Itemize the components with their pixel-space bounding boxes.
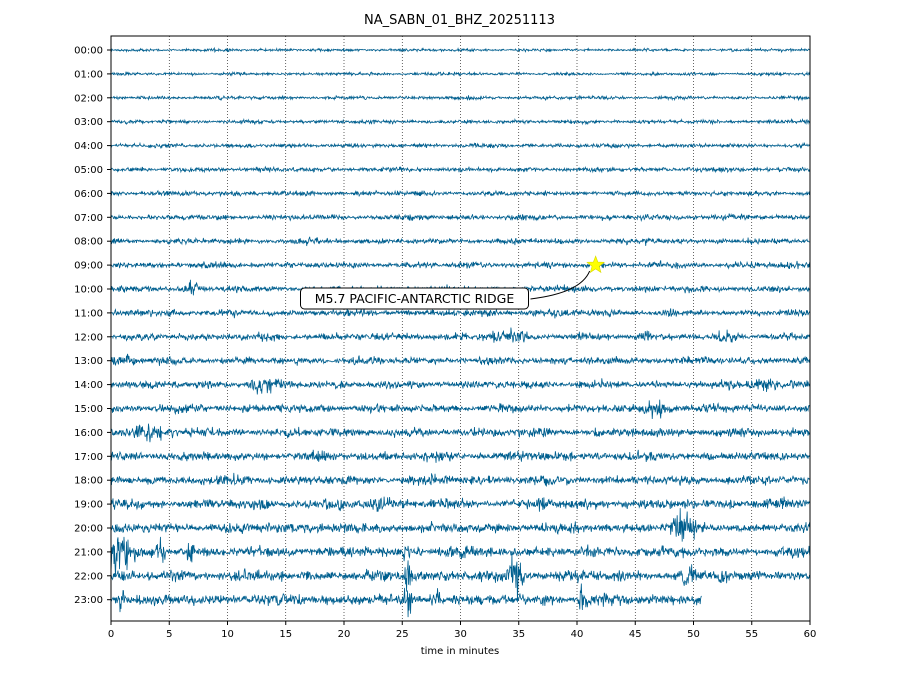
seismic-trace <box>110 353 811 367</box>
seismic-trace <box>110 46 811 54</box>
y-tick-label: 13:00 <box>74 356 103 367</box>
y-tick-label: 11:00 <box>74 308 103 319</box>
seismic-trace <box>110 117 811 126</box>
y-tick-label: 17:00 <box>74 452 103 463</box>
x-tick-label: 10 <box>221 629 234 640</box>
seismic-trace <box>110 399 811 420</box>
event-annotation: M5.7 PACIFIC-ANTARCTIC RIDGE <box>300 255 606 310</box>
seismic-trace <box>110 508 811 542</box>
seismic-trace <box>110 260 811 270</box>
y-tick-label: 04:00 <box>74 141 103 152</box>
seismic-trace <box>110 449 811 463</box>
x-tick-label: 45 <box>629 629 642 640</box>
x-tick-label: 0 <box>108 629 114 640</box>
y-tick-label: 03:00 <box>74 117 103 128</box>
y-tick-label: 10:00 <box>74 285 103 296</box>
seismic-trace <box>110 583 702 618</box>
seismic-trace <box>110 536 811 577</box>
seismic-trace <box>110 236 811 247</box>
seismic-trace <box>110 327 811 343</box>
seismic-traces <box>110 46 811 618</box>
seismic-trace <box>110 308 811 319</box>
y-tick-label: 06:00 <box>74 189 103 200</box>
x-tick-label: 50 <box>687 629 700 640</box>
x-tick-label: 15 <box>279 629 292 640</box>
y-tick-label: 15:00 <box>74 404 103 415</box>
y-tick-label: 22:00 <box>74 571 103 582</box>
seismic-trace <box>110 141 811 150</box>
y-tick-label: 00:00 <box>74 46 103 57</box>
y-tick-label: 18:00 <box>74 476 103 487</box>
annotation-box <box>300 287 529 310</box>
y-tick-label: 16:00 <box>74 428 103 439</box>
seismic-trace <box>110 165 811 174</box>
y-tick-label: 01:00 <box>74 69 103 80</box>
y-tick-label: 23:00 <box>74 595 103 606</box>
x-axis-label: time in minutes <box>421 646 500 657</box>
y-tick-label: 05:00 <box>74 165 103 176</box>
y-tick-label: 14:00 <box>74 380 103 391</box>
y-tick-label: 08:00 <box>74 237 103 248</box>
y-tick-label: 19:00 <box>74 500 103 511</box>
seismic-trace <box>110 553 811 603</box>
x-tick-label: 55 <box>745 629 758 640</box>
y-tick-label: 02:00 <box>74 93 103 104</box>
seismic-trace <box>110 189 811 198</box>
seismic-trace <box>110 212 811 223</box>
annotation-connector <box>530 270 591 300</box>
y-tick-label: 07:00 <box>74 213 103 224</box>
seismic-trace <box>110 378 811 395</box>
y-axis-ticks: 00:00 01:00 02:00 03:00 04:00 05:00 06:00 07:00… <box>74 46 111 606</box>
seismic-trace <box>110 423 811 443</box>
annotation-text: M5.7 PACIFIC-ANTARCTIC RIDGE <box>315 291 515 306</box>
seismic-trace <box>110 472 811 487</box>
chart-title: NA_SABN_01_BHZ_20251113 <box>364 13 555 28</box>
y-tick-label: 12:00 <box>74 332 103 343</box>
x-tick-label: 20 <box>338 629 351 640</box>
seismic-trace <box>110 496 811 512</box>
x-tick-label: 25 <box>396 629 409 640</box>
x-tick-label: 40 <box>571 629 584 640</box>
event-star-marker <box>586 255 606 274</box>
x-tick-label: 60 <box>804 629 817 640</box>
seismic-trace <box>110 94 811 102</box>
x-axis-ticks: 0 5 10 15 20 25 30 35 40 45 50 55 60 <box>108 621 817 640</box>
y-tick-label: 09:00 <box>74 261 103 272</box>
x-tick-label: 35 <box>512 629 525 640</box>
y-tick-label: 20:00 <box>74 524 103 535</box>
y-tick-label: 21:00 <box>74 547 103 558</box>
x-tick-label: 5 <box>166 629 172 640</box>
seismic-trace <box>111 70 811 78</box>
x-tick-label: 30 <box>454 629 467 640</box>
